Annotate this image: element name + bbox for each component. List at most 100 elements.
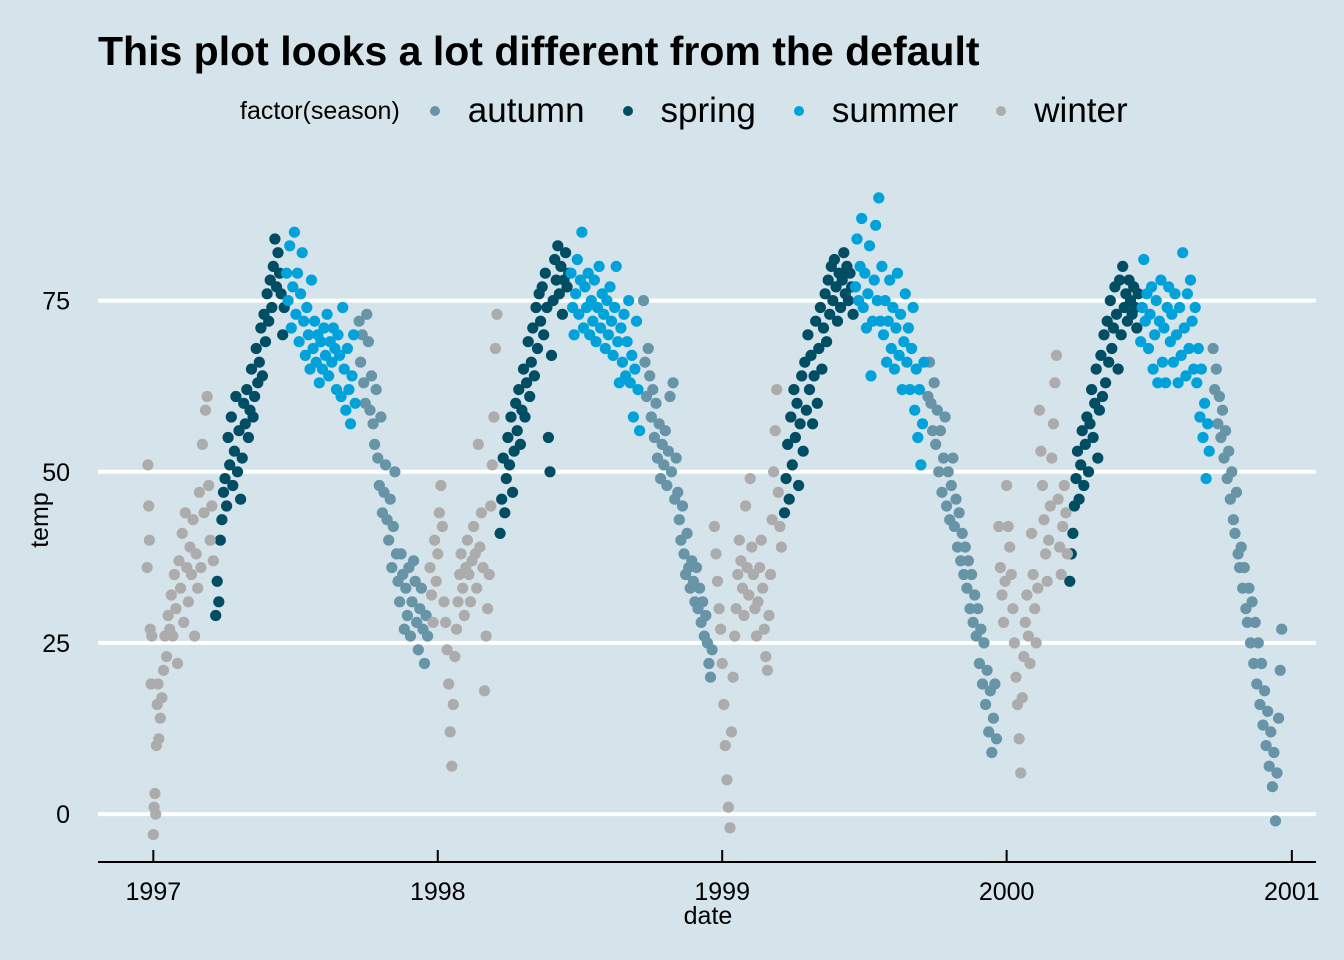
- x-axis-label: date: [684, 902, 733, 930]
- point-spring: [1098, 329, 1110, 341]
- point-summer: [630, 315, 643, 327]
- point-autumn: [394, 596, 406, 608]
- point-spring: [782, 438, 794, 450]
- point-spring: [780, 473, 792, 485]
- point-spring: [1115, 329, 1127, 341]
- point-winter: [424, 562, 436, 574]
- legend-item-winter: winter: [996, 91, 1128, 131]
- x-tick-label: 2000: [979, 878, 1035, 906]
- point-summer: [598, 308, 610, 320]
- point-summer: [321, 308, 333, 320]
- point-summer: [1169, 288, 1181, 300]
- point-summer: [626, 349, 638, 361]
- point-spring: [222, 431, 234, 444]
- point-winter: [485, 500, 497, 512]
- point-winter: [1050, 349, 1063, 361]
- point-spring: [822, 274, 834, 286]
- point-spring: [275, 288, 287, 300]
- point-summer: [901, 356, 913, 368]
- point-summer: [576, 226, 588, 238]
- point-autumn: [353, 315, 365, 327]
- point-spring: [847, 308, 859, 320]
- point-summer: [348, 329, 360, 341]
- point-spring: [502, 431, 514, 444]
- point-summer: [1174, 301, 1186, 314]
- point-autumn: [947, 452, 959, 464]
- point-spring: [241, 384, 253, 396]
- point-summer: [288, 226, 300, 238]
- point-autumn: [647, 384, 659, 396]
- point-autumn: [945, 479, 957, 492]
- point-summer: [599, 342, 611, 355]
- point-spring: [499, 507, 511, 519]
- point-summer: [612, 336, 624, 348]
- point-summer: [849, 281, 862, 293]
- point-winter: [1021, 589, 1033, 601]
- point-winter: [193, 486, 205, 498]
- point-spring: [1096, 390, 1109, 403]
- point-winter: [432, 548, 444, 560]
- point-winter: [171, 657, 184, 670]
- point-winter: [474, 541, 486, 553]
- point-spring: [1092, 452, 1104, 464]
- point-summer: [863, 240, 876, 252]
- point-winter: [1029, 603, 1041, 615]
- point-autumn: [981, 664, 993, 676]
- legend-label-spring: spring: [660, 91, 756, 130]
- point-autumn: [1243, 582, 1255, 594]
- point-winter: [458, 609, 470, 622]
- point-summer: [870, 219, 882, 231]
- point-winter: [1004, 541, 1016, 553]
- point-spring: [261, 288, 273, 300]
- y-tick-label: 50: [42, 459, 70, 487]
- point-summer: [1150, 295, 1162, 307]
- point-autumn: [1244, 637, 1257, 649]
- point-summer: [298, 315, 310, 327]
- point-summer: [571, 253, 583, 266]
- point-winter: [189, 630, 201, 642]
- legend-item-summer: summer: [793, 91, 958, 131]
- point-summer: [343, 384, 355, 396]
- point-autumn: [936, 486, 948, 498]
- point-autumn: [1269, 815, 1282, 827]
- point-spring: [1070, 473, 1082, 485]
- point-winter: [764, 568, 777, 581]
- point-spring: [255, 322, 267, 334]
- point-spring: [525, 356, 537, 368]
- point-summer: [610, 260, 622, 272]
- y-tick-label: 25: [42, 630, 70, 658]
- point-spring: [225, 411, 237, 423]
- point-autumn: [1274, 664, 1286, 676]
- point-summer: [885, 342, 897, 355]
- point-spring: [786, 459, 798, 471]
- point-autumn: [676, 500, 689, 512]
- point-winter: [775, 541, 788, 553]
- point-winter: [198, 507, 210, 519]
- point-winter: [754, 562, 766, 574]
- point-spring: [807, 418, 819, 430]
- point-autumn: [650, 397, 662, 409]
- point-summer: [1155, 274, 1167, 286]
- point-spring: [1110, 308, 1123, 320]
- point-summer: [301, 301, 313, 314]
- point-autumn: [1226, 466, 1238, 478]
- point-autumn: [1223, 445, 1235, 457]
- point-winter: [1007, 603, 1019, 615]
- point-autumn: [1230, 486, 1243, 498]
- point-autumn: [978, 637, 990, 649]
- point-summer: [913, 384, 926, 396]
- point-winter: [170, 603, 182, 615]
- point-spring: [561, 281, 573, 293]
- point-summer: [887, 301, 899, 314]
- point-autumn: [673, 514, 685, 526]
- point-autumn: [928, 377, 940, 389]
- point-summer: [1149, 329, 1161, 341]
- point-winter: [760, 651, 772, 663]
- point-autumn: [383, 534, 395, 546]
- point-winter: [774, 520, 786, 533]
- point-autumn: [972, 603, 984, 615]
- point-spring: [506, 486, 519, 498]
- point-summer: [851, 233, 863, 245]
- point-autumn: [1263, 760, 1275, 772]
- point-spring: [842, 295, 855, 307]
